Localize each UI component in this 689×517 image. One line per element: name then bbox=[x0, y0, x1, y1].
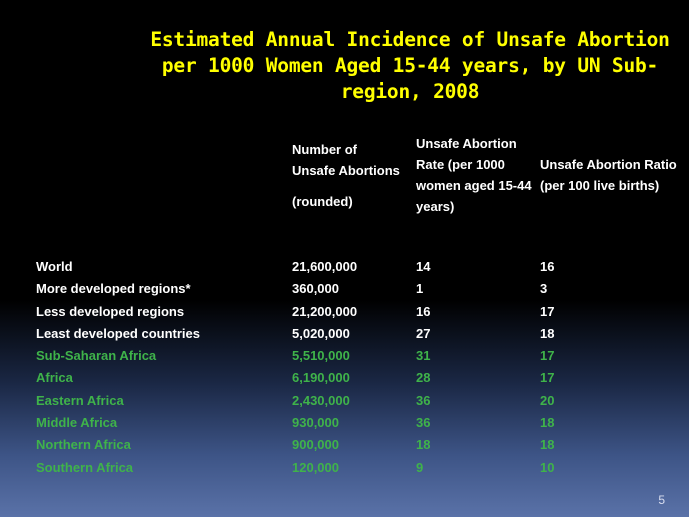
number-cell: 5,510,000 bbox=[292, 348, 350, 364]
page-number: 5 bbox=[658, 493, 665, 507]
header-number-sub: (rounded) bbox=[292, 194, 353, 209]
header-number-main: Number of Unsafe Abortions bbox=[292, 142, 400, 178]
region-cell: World bbox=[36, 259, 73, 274]
ratio-cell: 20 bbox=[540, 392, 555, 408]
rate-cell: 36 bbox=[416, 392, 431, 408]
table-row: Sub-Saharan Africa 5,510,000 31 17 bbox=[0, 345, 689, 367]
table-row: Africa 6,190,000 28 17 bbox=[0, 367, 689, 389]
number-cell: 21,600,000 bbox=[292, 259, 358, 274]
rate-cell: 31 bbox=[416, 348, 431, 364]
rate-cell: 14 bbox=[416, 259, 431, 274]
slide-title: Estimated Annual Incidence of Unsafe Abo… bbox=[150, 28, 670, 103]
number-cell: 6,190,000 bbox=[292, 370, 350, 386]
table-row: More developed regions* 360,000 1 3 bbox=[0, 278, 689, 300]
ratio-cell: 18 bbox=[540, 437, 555, 453]
number-cell: 5,020,000 bbox=[292, 325, 350, 341]
rate-cell: 27 bbox=[416, 325, 431, 341]
number-cell: 120,000 bbox=[292, 459, 339, 475]
rate-cell: 1 bbox=[416, 281, 424, 297]
header-unsafe-abortion-rate: Unsafe Abortion Rate (per 1000 women age… bbox=[416, 136, 532, 214]
ratio-cell: 17 bbox=[540, 303, 555, 319]
ratio-cell: 17 bbox=[540, 370, 555, 386]
table-row: Southern Africa 120,000 9 10 bbox=[0, 457, 689, 479]
region-cell: More developed regions* bbox=[36, 281, 191, 297]
number-cell: 900,000 bbox=[292, 437, 339, 453]
region-cell: Less developed regions bbox=[36, 303, 185, 319]
number-cell: 2,430,000 bbox=[292, 392, 350, 408]
rate-cell: 28 bbox=[416, 370, 431, 386]
region-cell: Least developed countries bbox=[36, 325, 200, 341]
rate-cell: 16 bbox=[416, 303, 431, 319]
region-cell: Sub-Saharan Africa bbox=[36, 348, 157, 364]
header-number-of-unsafe-abortions: Number of Unsafe Abortions (rounded) bbox=[292, 139, 402, 212]
region-cell: Southern Africa bbox=[36, 459, 134, 475]
rate-cell: 18 bbox=[416, 437, 431, 453]
table-row: Less developed regions 21,200,000 16 17 bbox=[0, 301, 689, 323]
region-cell: Eastern Africa bbox=[36, 392, 124, 408]
ratio-cell: 16 bbox=[540, 259, 555, 274]
table-row: Eastern Africa 2,430,000 36 20 bbox=[0, 390, 689, 412]
number-cell: 21,200,000 bbox=[292, 303, 358, 319]
table-row: Least developed countries 5,020,000 27 1… bbox=[0, 323, 689, 345]
table-row: Northern Africa 900,000 18 18 bbox=[0, 434, 689, 456]
number-cell: 930,000 bbox=[292, 415, 339, 431]
region-cell: Northern Africa bbox=[36, 437, 131, 453]
ratio-cell: 18 bbox=[540, 415, 555, 431]
rate-cell: 9 bbox=[416, 459, 424, 475]
rate-cell: 36 bbox=[416, 415, 431, 431]
region-cell: Africa bbox=[36, 370, 73, 386]
header-unsafe-abortion-ratio: Unsafe Abortion Ratio (per 100 live birt… bbox=[540, 157, 677, 193]
number-cell: 360,000 bbox=[292, 281, 339, 297]
ratio-cell: 10 bbox=[540, 459, 555, 475]
table-row: World 21,600,000 14 16 bbox=[0, 256, 689, 278]
table-row: Middle Africa 930,000 36 18 bbox=[0, 412, 689, 434]
region-cell: Middle Africa bbox=[36, 415, 118, 431]
ratio-cell: 17 bbox=[540, 348, 555, 364]
ratio-cell: 18 bbox=[540, 325, 555, 341]
data-table: World 21,600,000 14 16 More developed re… bbox=[0, 256, 689, 479]
ratio-cell: 3 bbox=[540, 281, 548, 297]
